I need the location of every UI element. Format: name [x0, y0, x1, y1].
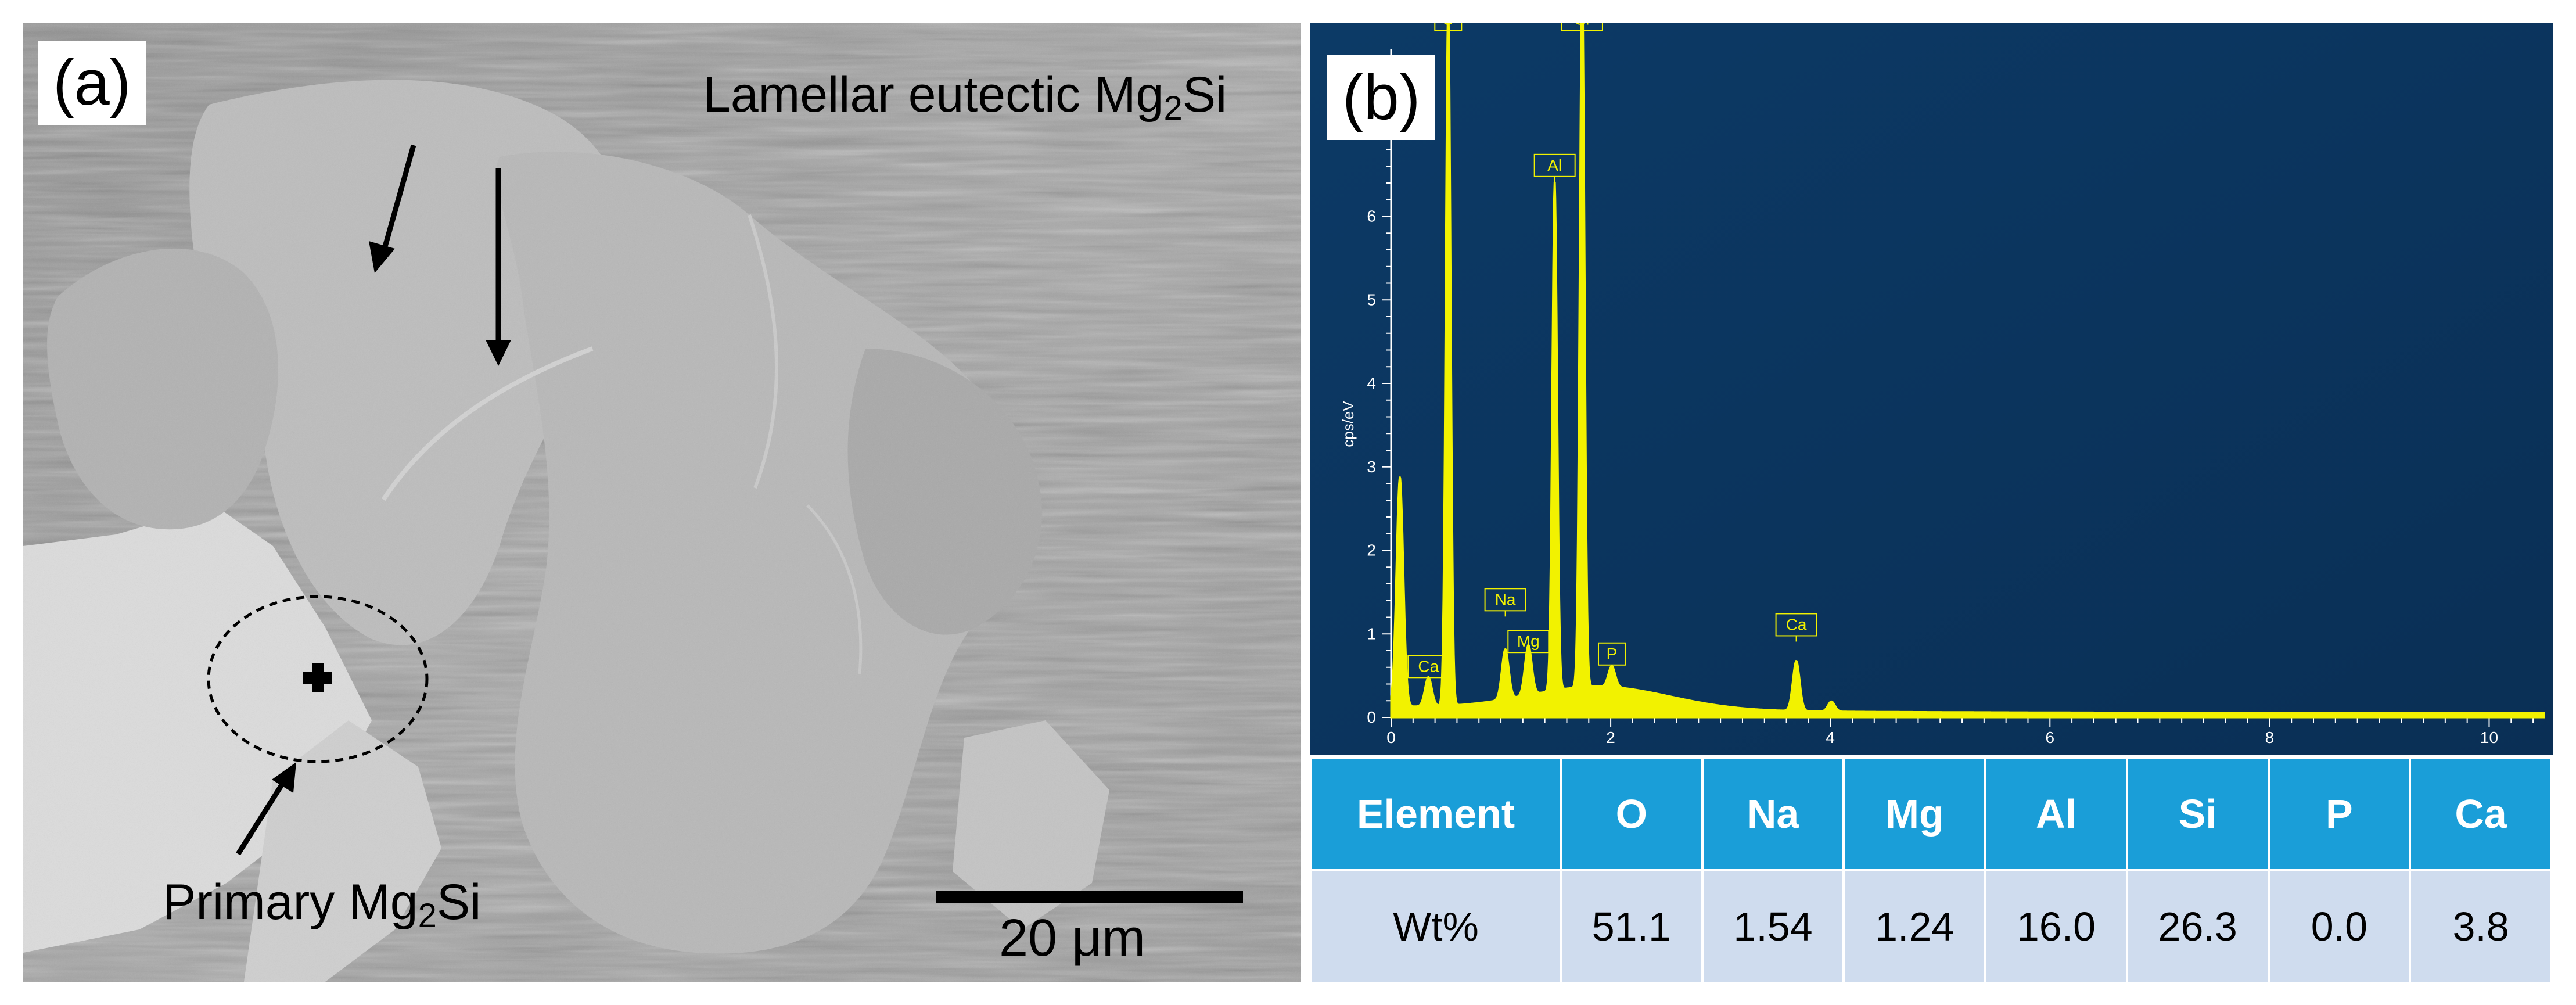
- sem-micrograph: (a) Lamellar eutectic Mg2Si Primary Mg2S…: [23, 23, 1301, 982]
- table-row: Wt% 51.1 1.54 1.24 16.0 26.3 0.0 3.8: [1310, 869, 2553, 984]
- primary-mg2si-label: Primary Mg2Si: [163, 874, 482, 935]
- peak-label-text: Mg: [1517, 632, 1540, 650]
- lamellar-arrow-1: [369, 144, 416, 273]
- y-tick-label: 0: [1367, 708, 1376, 726]
- panel-label-a: (a): [38, 41, 146, 125]
- table-cell: 0.0: [2267, 869, 2412, 984]
- y-axis-label: cps/eV: [1339, 401, 1357, 447]
- peak-label-text: Na: [1495, 590, 1516, 608]
- y-tick-label: 6: [1367, 207, 1376, 225]
- table-header-row: Element O Na Mg Al Si P Ca: [1310, 756, 2553, 871]
- table-header-cell: O: [1560, 756, 1704, 871]
- x-tick-label: 10: [2480, 728, 2498, 746]
- x-tick-label: 2: [1606, 728, 1615, 746]
- table-cell: 26.3: [2125, 869, 2270, 984]
- y-tick-label: 5: [1367, 290, 1376, 308]
- peak-label-text: P: [1607, 645, 1618, 663]
- y-tick-label: 2: [1367, 541, 1376, 559]
- x-tick-label: 4: [1826, 728, 1835, 746]
- peak-label-ca: Ca: [1407, 655, 1450, 684]
- peak-label-mg: Mg: [1507, 630, 1550, 659]
- table-cell: Wt%: [1310, 869, 1562, 984]
- table-header-cell: P: [2267, 756, 2412, 871]
- peak-label-o: O: [1434, 23, 1463, 37]
- table-header-cell: Si: [2125, 756, 2270, 871]
- peak-label-text: Ca: [1786, 615, 1807, 633]
- peak-label-ca: Ca: [1775, 613, 1817, 642]
- peak-label-na: Na: [1484, 588, 1526, 617]
- table-header-cell: Ca: [2409, 756, 2553, 871]
- peak-label-text: O: [1442, 23, 1454, 28]
- scale-bar-label: 20 μm: [999, 909, 1145, 967]
- table-header-cell: Al: [1984, 756, 2128, 871]
- table-cell: 16.0: [1984, 869, 2128, 984]
- y-tick-label: 1: [1367, 624, 1376, 643]
- peak-labels: Ca O Na Mg Al Si P Ca: [1407, 23, 1817, 684]
- sem-image: [23, 23, 1301, 982]
- lamellar-arrow-2: [486, 168, 511, 366]
- eds-panel: 012345670246810 CaONaMgAlSiPCa cps/eV (b…: [1310, 23, 2553, 984]
- eds-spectrum-chart: 012345670246810 CaONaMgAlSiPCa cps/eV: [1310, 23, 2553, 755]
- peak-label-text: Si: [1575, 23, 1589, 28]
- table-header-cell: Mg: [1842, 756, 1987, 871]
- table-cell: 51.1: [1560, 869, 1704, 984]
- spectrum-background: [1310, 23, 2553, 755]
- panel-label-b: (b): [1327, 55, 1436, 140]
- primary-mg2si-circle: [207, 595, 429, 763]
- table-header-cell: Element: [1310, 756, 1562, 871]
- x-tick-label: 8: [2265, 728, 2275, 746]
- x-tick-label: 0: [1386, 728, 1396, 746]
- x-tick-label: 6: [2045, 728, 2054, 746]
- peak-label-text: Al: [1547, 156, 1562, 174]
- analysis-point-marker: [303, 663, 332, 692]
- spectrum-trace: [1390, 23, 2545, 719]
- lamellar-eutectic-label: Lamellar eutectic Mg2Si: [703, 67, 1227, 127]
- primary-arrow: [236, 762, 296, 856]
- table-cell: 1.54: [1701, 869, 1845, 984]
- scale-bar: [936, 891, 1243, 903]
- y-tick-label: 4: [1367, 374, 1376, 392]
- peak-label-al: Al: [1533, 153, 1576, 182]
- peak-label-si: Si: [1561, 23, 1603, 37]
- composition-table: Element O Na Mg Al Si P Ca Wt% 51.1 1.54…: [1310, 756, 2553, 984]
- peak-label-text: Ca: [1418, 657, 1439, 675]
- table-cell: 3.8: [2409, 869, 2553, 984]
- table-cell: 1.24: [1842, 869, 1987, 984]
- y-tick-label: 3: [1367, 458, 1376, 476]
- table-header-cell: Na: [1701, 756, 1845, 871]
- peak-label-p: P: [1597, 642, 1626, 671]
